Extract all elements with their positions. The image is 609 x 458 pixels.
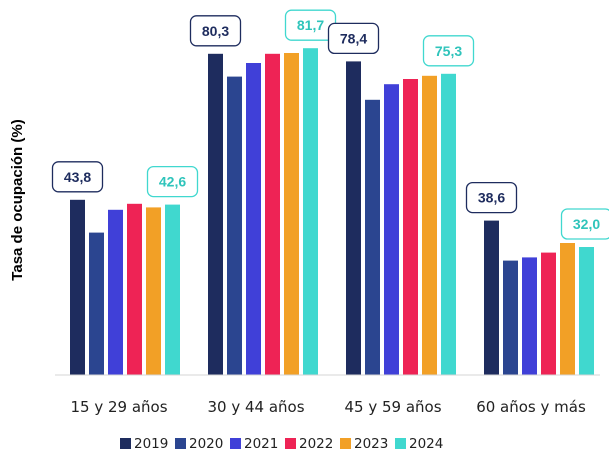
bar-2024-2 xyxy=(441,73,456,376)
data-label-box xyxy=(146,165,199,198)
legend-swatch-2022 xyxy=(285,438,296,449)
legend-label-2022: 2022 xyxy=(299,436,333,452)
category-labels: 15 y 29 años 30 y 44 años 45 y 59 años 60 a… xyxy=(70,398,585,416)
bar-2020-3 xyxy=(503,260,518,375)
bar-2023-1 xyxy=(284,53,299,375)
data-label-box xyxy=(422,35,475,67)
bar-2023-2 xyxy=(422,75,437,376)
category-label: 15 y 29 años xyxy=(70,398,167,416)
bars-group xyxy=(70,48,594,376)
data-label-box xyxy=(327,22,380,55)
bar-2022-3 xyxy=(541,252,556,375)
data-label: 32,0 xyxy=(573,216,600,232)
legend-label-2019: 2019 xyxy=(134,436,168,452)
bar-2023-0 xyxy=(146,207,161,375)
data-label-box xyxy=(560,208,609,240)
bar-2021-2 xyxy=(384,84,399,375)
data-label-box xyxy=(51,161,104,193)
legend-swatch-2024 xyxy=(395,438,406,449)
bar-2022-0 xyxy=(127,203,142,375)
bar-2021-3 xyxy=(522,257,537,375)
data-label: 75,3 xyxy=(435,43,462,59)
data-label: 81,7 xyxy=(297,17,324,33)
bar-2019-3 xyxy=(484,220,499,375)
legend-swatch-2020 xyxy=(175,438,186,449)
legend-label-2020: 2020 xyxy=(189,436,223,452)
legend-label-2021: 2021 xyxy=(244,436,278,452)
bar-2021-1 xyxy=(246,63,261,375)
data-label: 80,3 xyxy=(202,23,229,39)
legend-label-2023: 2023 xyxy=(354,436,388,452)
bar-2022-1 xyxy=(265,53,280,376)
legend-swatch-2021 xyxy=(230,438,241,449)
bar-2019-0 xyxy=(70,199,85,375)
bar-2020-2 xyxy=(365,99,380,376)
bar-2023-3 xyxy=(560,243,575,375)
data-label-box xyxy=(189,15,242,47)
data-label-box xyxy=(465,181,518,214)
bar-2019-1 xyxy=(208,53,223,376)
data-label: 78,4 xyxy=(340,30,367,46)
bar-2022-2 xyxy=(403,79,418,375)
legend-label-2024: 2024 xyxy=(409,436,443,452)
legend: 2019 2020 2021 2022 2023 2024 xyxy=(120,436,443,452)
bar-2024-0 xyxy=(165,204,180,375)
category-label: 30 y 44 años xyxy=(207,398,304,416)
legend-swatch-2023 xyxy=(340,438,351,449)
data-label: 43,8 xyxy=(64,169,91,185)
y-axis-label: Tasa de ocupación (%) xyxy=(9,119,26,280)
data-labels: 43,8 42,6 80,3 81,7 78,4 75,3 38,6 32,0 xyxy=(51,9,609,240)
bar-2021-0 xyxy=(108,209,123,375)
data-label: 38,6 xyxy=(478,190,505,206)
legend-swatch-2019 xyxy=(120,438,131,449)
bar-2024-3 xyxy=(579,247,594,375)
bar-2020-0 xyxy=(89,232,104,375)
category-label: 60 años y más xyxy=(476,398,586,416)
category-label: 45 y 59 años xyxy=(344,398,441,416)
bar-2024-1 xyxy=(303,48,318,375)
bar-2019-2 xyxy=(346,61,361,376)
bar-2020-1 xyxy=(227,76,242,375)
data-label: 42,6 xyxy=(159,174,186,190)
